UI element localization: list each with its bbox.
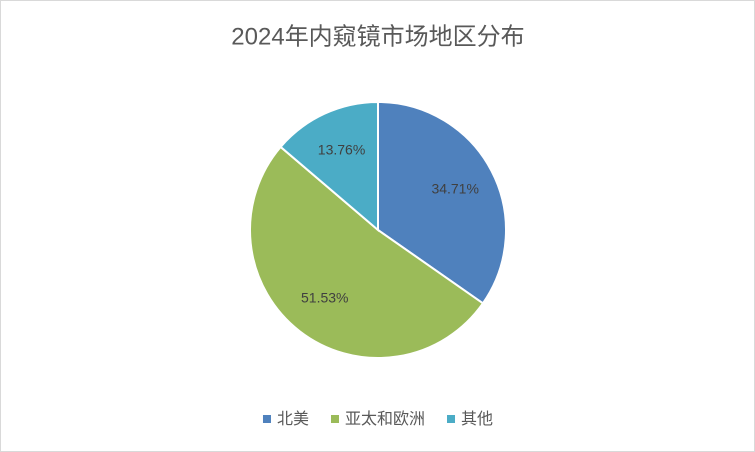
pie-slice — [249, 145, 485, 360]
legend-marker — [262, 415, 271, 423]
pie-slice — [377, 100, 507, 305]
legend-label: 其他 — [461, 410, 493, 428]
chart-title: 2024年内窥镜市场地区分布 — [231, 23, 524, 50]
pie-slice — [279, 100, 379, 233]
legend-label: 北美 — [277, 410, 309, 428]
legend-label: 亚太和欧洲 — [345, 410, 425, 428]
legend: 北美 亚太和欧洲 其他 — [262, 410, 493, 428]
legend-marker — [447, 415, 456, 423]
data-label: 13.76% — [318, 142, 365, 158]
data-label: 51.53% — [301, 290, 348, 306]
data-label: 34.71% — [431, 180, 478, 196]
pie: 34.71% 51.53% 13.76% — [249, 100, 507, 360]
legend-marker — [330, 415, 339, 423]
